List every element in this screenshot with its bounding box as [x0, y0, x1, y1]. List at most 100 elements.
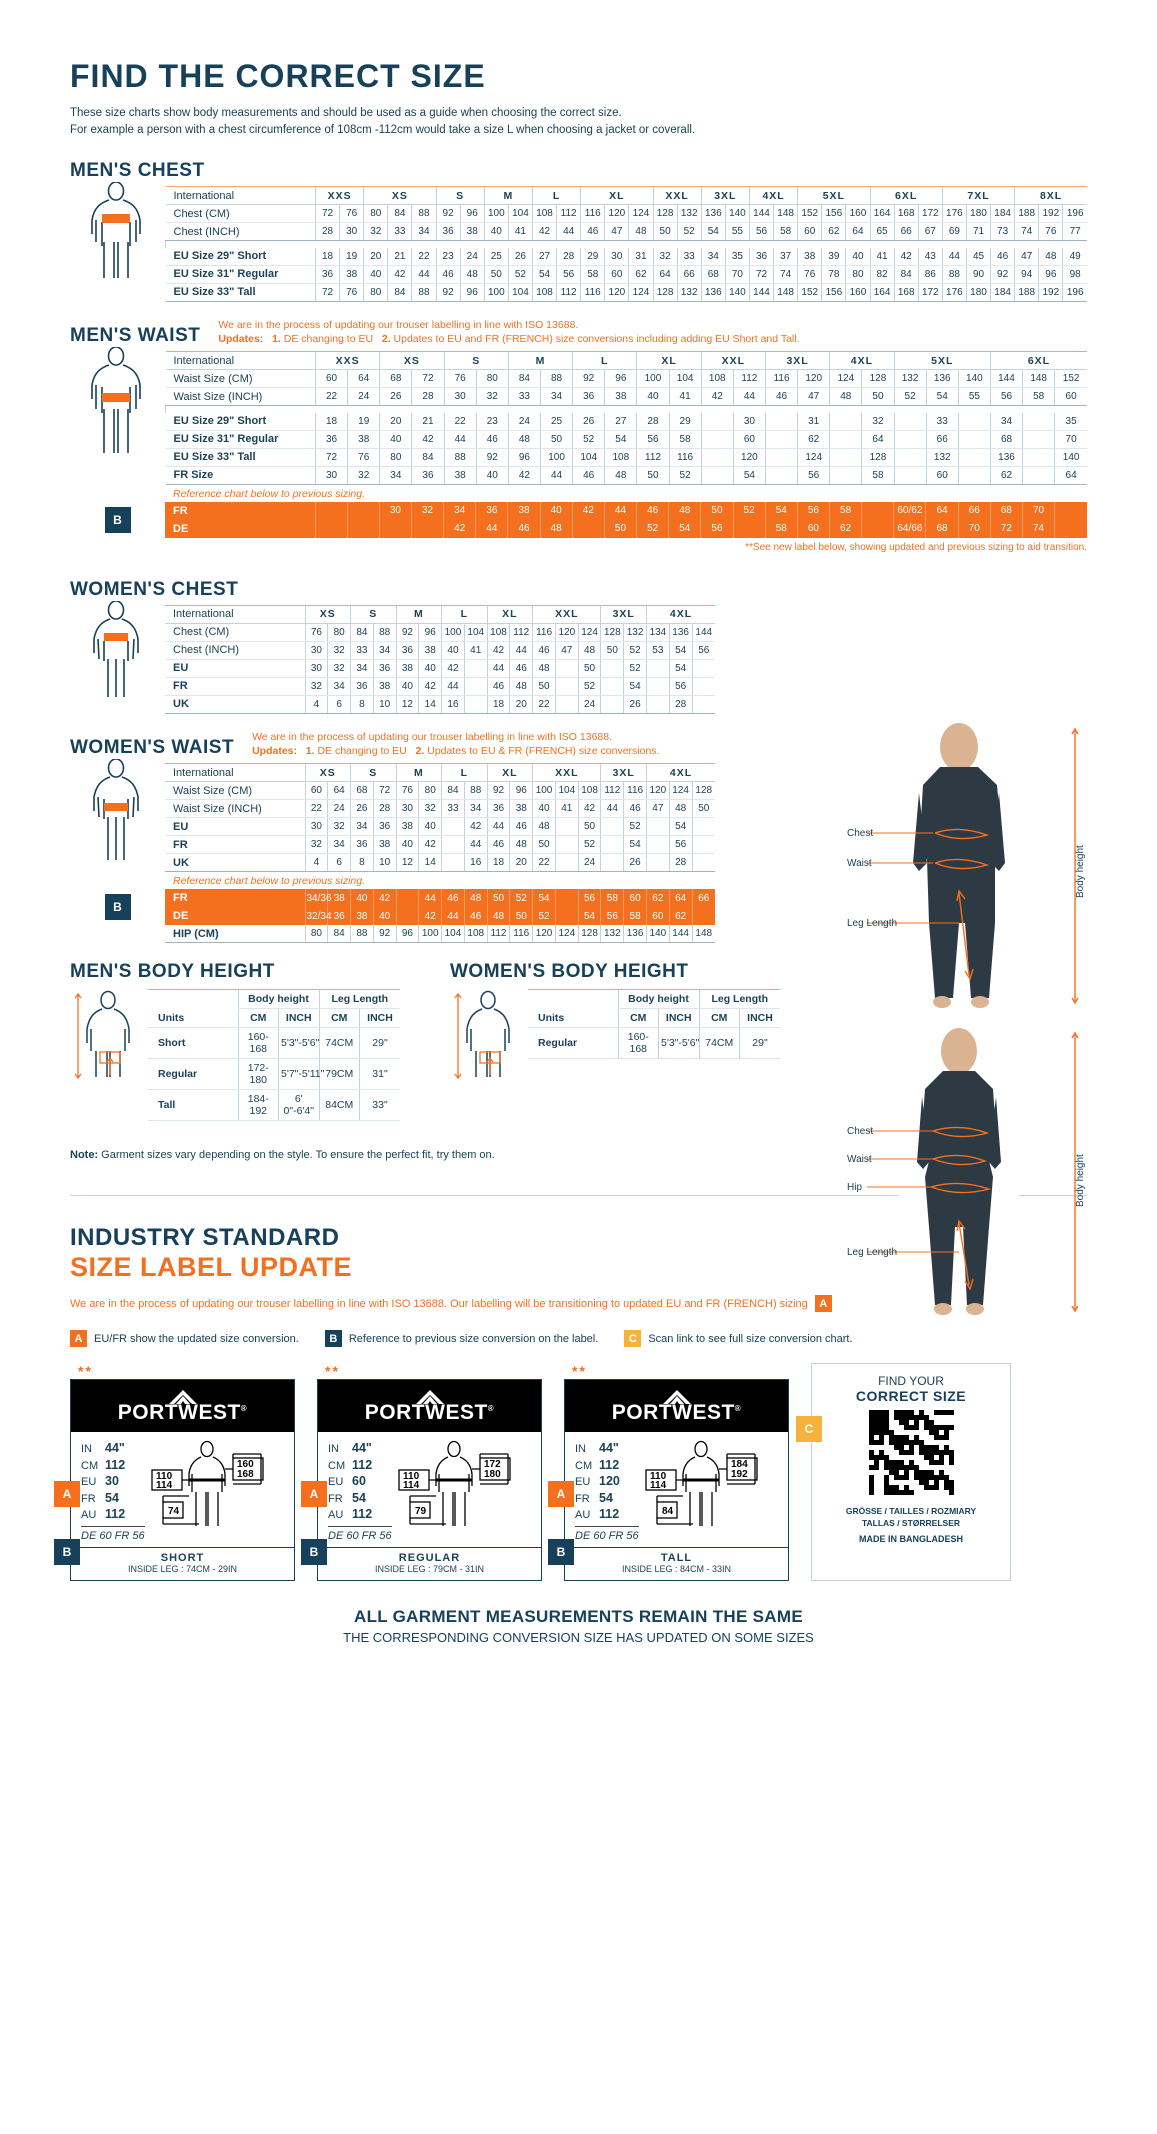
- cell: 41: [869, 247, 895, 266]
- size-row: IN 44": [575, 1440, 639, 1457]
- cell: 108: [577, 781, 601, 801]
- mens-chest-header: MEN'S CHEST: [70, 160, 1087, 182]
- cell: 28: [636, 412, 670, 431]
- cell: 32: [861, 412, 895, 431]
- male-waist-figure: [70, 347, 165, 485]
- cell: 64: [925, 501, 959, 520]
- label-cards-row: ** PORTWEST® IN 44" CM 112 EU 30 FR 54 AU 112 DE 60 …: [54, 1363, 1087, 1582]
- size-key: IN: [575, 1443, 586, 1456]
- cell: [700, 430, 734, 449]
- chip-a-marker: A: [548, 1481, 574, 1508]
- cell: 33: [350, 641, 374, 660]
- sub-header: CM: [617, 1008, 659, 1029]
- female-body-icon: [93, 759, 139, 861]
- mens-waist-iso-note: We are in the process of updating our tr…: [218, 318, 799, 347]
- cell: 184-192: [237, 1089, 279, 1122]
- cell: 46: [509, 659, 533, 678]
- key-text-b: Reference to previous size conversion on…: [348, 1332, 599, 1345]
- size-value: 120: [599, 1474, 620, 1489]
- qr-size-chart-card[interactable]: FIND YOUR CORRECT SIZE GRÖSSE / TAILLES / …: [796, 1363, 1011, 1582]
- cell: 156: [821, 283, 846, 302]
- chip-a: A: [70, 1330, 87, 1348]
- cell: 100: [539, 448, 573, 467]
- cell: 8: [350, 695, 374, 714]
- cell: 50: [509, 907, 533, 926]
- cell: 38: [459, 222, 485, 242]
- cell: 36: [314, 430, 348, 449]
- cell: 54: [668, 817, 693, 837]
- cell: [463, 695, 488, 714]
- portwest-logo-icon: [662, 1390, 691, 1405]
- size-header: 4XL: [645, 763, 715, 783]
- cell: 38: [507, 501, 541, 520]
- cell: 42: [411, 430, 445, 449]
- cell: 132: [676, 283, 702, 302]
- cell: 26: [379, 387, 412, 407]
- cell: 188: [1014, 204, 1039, 224]
- cell: [893, 430, 927, 449]
- cell: 26: [572, 412, 605, 431]
- cell: [410, 519, 444, 538]
- row-label: Chest (CM): [165, 204, 316, 224]
- cell: 104: [554, 781, 579, 801]
- orange-row: FR 30 32 34 36 38 40 42 44 46 48 50 52 54 56 58 60/62 64 6…: [165, 501, 1087, 520]
- update-1-text: DE changing to EU: [283, 333, 374, 346]
- cell: 50: [483, 265, 509, 284]
- cell: 76: [347, 448, 380, 467]
- waist-range-bottom: 114: [403, 1480, 420, 1491]
- cell: Short: [148, 1027, 238, 1060]
- cell: 56: [691, 641, 715, 660]
- cell: [691, 677, 715, 696]
- row-label: Waist Size (CM): [165, 369, 316, 389]
- cell: 38: [347, 430, 380, 449]
- cell: 47: [645, 799, 670, 819]
- cell: 8: [350, 853, 374, 873]
- cell: 124: [797, 448, 830, 467]
- cell: 84: [893, 265, 919, 284]
- portwest-logo-icon: [415, 1390, 444, 1405]
- cell: 74: [1021, 519, 1055, 538]
- cell: 132: [893, 369, 927, 389]
- male-body-shape: [913, 723, 1005, 1008]
- label-footer: REGULAR INSIDE LEG : 79CM - 31IN: [318, 1547, 541, 1580]
- mens-body-height-block: MEN'S BODY HEIGHT: [70, 961, 400, 1122]
- cell: 84: [350, 623, 374, 642]
- cell: 148: [1022, 369, 1055, 389]
- sub-header: INCH: [359, 1008, 400, 1029]
- womens-waist-body: International XS S M L XL XXL 3XL 4XL Waist Size …: [165, 763, 715, 873]
- cell: 88: [463, 781, 488, 801]
- mens-bh-body: Body height Leg Length Units CM INCH CM INCH Sh…: [148, 989, 400, 1122]
- cell: 54: [668, 641, 693, 660]
- cell: 30: [443, 387, 477, 407]
- cell: 58: [580, 265, 605, 284]
- cell: 42: [577, 799, 601, 819]
- male-chest-figure: [70, 182, 165, 302]
- cell: 136: [700, 283, 726, 302]
- cell: [861, 501, 894, 520]
- size-key: FR: [328, 1492, 343, 1505]
- cell: 58: [773, 222, 798, 242]
- cell: 50: [577, 817, 601, 837]
- cell: [463, 677, 488, 696]
- cell: 124: [628, 283, 654, 302]
- intro-line-2: For example a person with a chest circum…: [70, 123, 696, 136]
- row-label: EU Size 31" Regular: [165, 265, 316, 284]
- cell: 60: [645, 907, 670, 926]
- cell: 64: [347, 369, 380, 389]
- cell: 116: [580, 283, 605, 302]
- cell: 104: [572, 448, 605, 467]
- cell: 34: [327, 677, 351, 696]
- cell: 76: [304, 623, 328, 642]
- cell: 88: [539, 369, 573, 389]
- size-header: 3XL: [600, 763, 647, 783]
- cell: 196: [1062, 204, 1087, 224]
- mens-previous-sizing-table: FR 30 32 34 36 38 40 42 44 46 48 50 52 54 56 58 60/62 64 6…: [165, 501, 1087, 538]
- qr-code-icon[interactable]: [868, 1410, 954, 1496]
- cell: 50: [861, 387, 895, 407]
- cell: 36: [475, 501, 508, 520]
- size-header: S: [350, 604, 397, 624]
- group-header: Body height: [617, 989, 699, 1010]
- size-header: 4XL: [645, 604, 715, 624]
- cell: 47: [554, 641, 579, 660]
